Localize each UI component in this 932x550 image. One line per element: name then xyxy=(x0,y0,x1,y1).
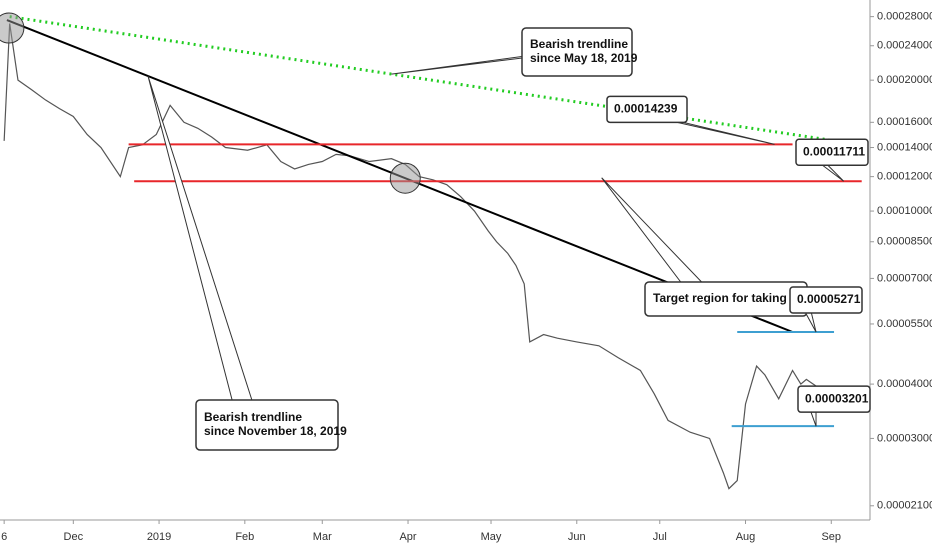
y-tick-label: 0.00010000 xyxy=(877,205,932,217)
callout-box xyxy=(195,399,339,451)
y-tick-label: 0.00005500 xyxy=(877,318,932,330)
callout-line: Target region for taking profit. xyxy=(653,291,824,305)
callout-line: Bearish trendline xyxy=(204,410,302,424)
callout-text: Bearish trendline since November 18, 2019 xyxy=(204,410,347,438)
x-tick-label: Dec xyxy=(64,531,84,543)
y-tick-label: 0.00014000 xyxy=(877,141,932,153)
callout-pointer xyxy=(391,51,572,75)
x-tick-label: 2019 xyxy=(147,531,171,543)
y-tick-label: 0.00012000 xyxy=(877,171,932,183)
callout-box xyxy=(789,286,863,314)
y-tick-label: 0.00002100 xyxy=(877,500,932,512)
y-tick-label: 0.00003000 xyxy=(877,432,932,444)
level-label: 0.00011711 xyxy=(803,144,865,158)
highlight-circle xyxy=(0,12,25,44)
y-tick-label: 0.00004000 xyxy=(877,378,932,390)
y-tick-label: 0.00024000 xyxy=(877,40,932,52)
callout-text: Target region for taking profit. xyxy=(653,291,824,305)
callout-box xyxy=(795,138,869,166)
highlight-circle xyxy=(389,162,421,194)
callout-pointer xyxy=(601,177,719,300)
y-tick-label: 0.00008500 xyxy=(877,236,932,248)
y-tick-label: 0.00007000 xyxy=(877,272,932,284)
callout-box xyxy=(606,95,688,124)
y-tick-label: 0.00028000 xyxy=(877,11,932,23)
x-tick-label: Sep xyxy=(821,531,841,543)
x-tick-label: Mar xyxy=(313,531,332,543)
level-label: 0.00003201 xyxy=(805,391,869,405)
callout-line: Bearish trendline xyxy=(530,37,628,51)
price-line xyxy=(3,23,821,490)
level-label: 0.00005271 xyxy=(797,292,861,306)
callout-text: Bearish trendline since May 18, 2019 xyxy=(530,37,638,65)
x-tick-label: Aug xyxy=(736,531,756,543)
x-tick-label: May xyxy=(481,531,502,543)
y-tick-label: 0.00020000 xyxy=(877,74,932,86)
x-tick-label: Jul xyxy=(653,531,667,543)
callout-line: since May 18, 2019 xyxy=(530,51,638,65)
level-label: 0.00014239 xyxy=(614,101,678,115)
x-tick-label: Apr xyxy=(399,531,416,543)
callout-pointer xyxy=(147,75,261,426)
callout-box xyxy=(521,27,633,77)
callout-box xyxy=(797,385,871,413)
y-tick-label: 0.00016000 xyxy=(877,116,932,128)
callout-line: since November 18, 2019 xyxy=(204,424,347,438)
x-tick-label: 6 xyxy=(1,531,7,543)
x-tick-label: Jun xyxy=(568,531,586,543)
x-tick-label: Feb xyxy=(235,531,254,543)
